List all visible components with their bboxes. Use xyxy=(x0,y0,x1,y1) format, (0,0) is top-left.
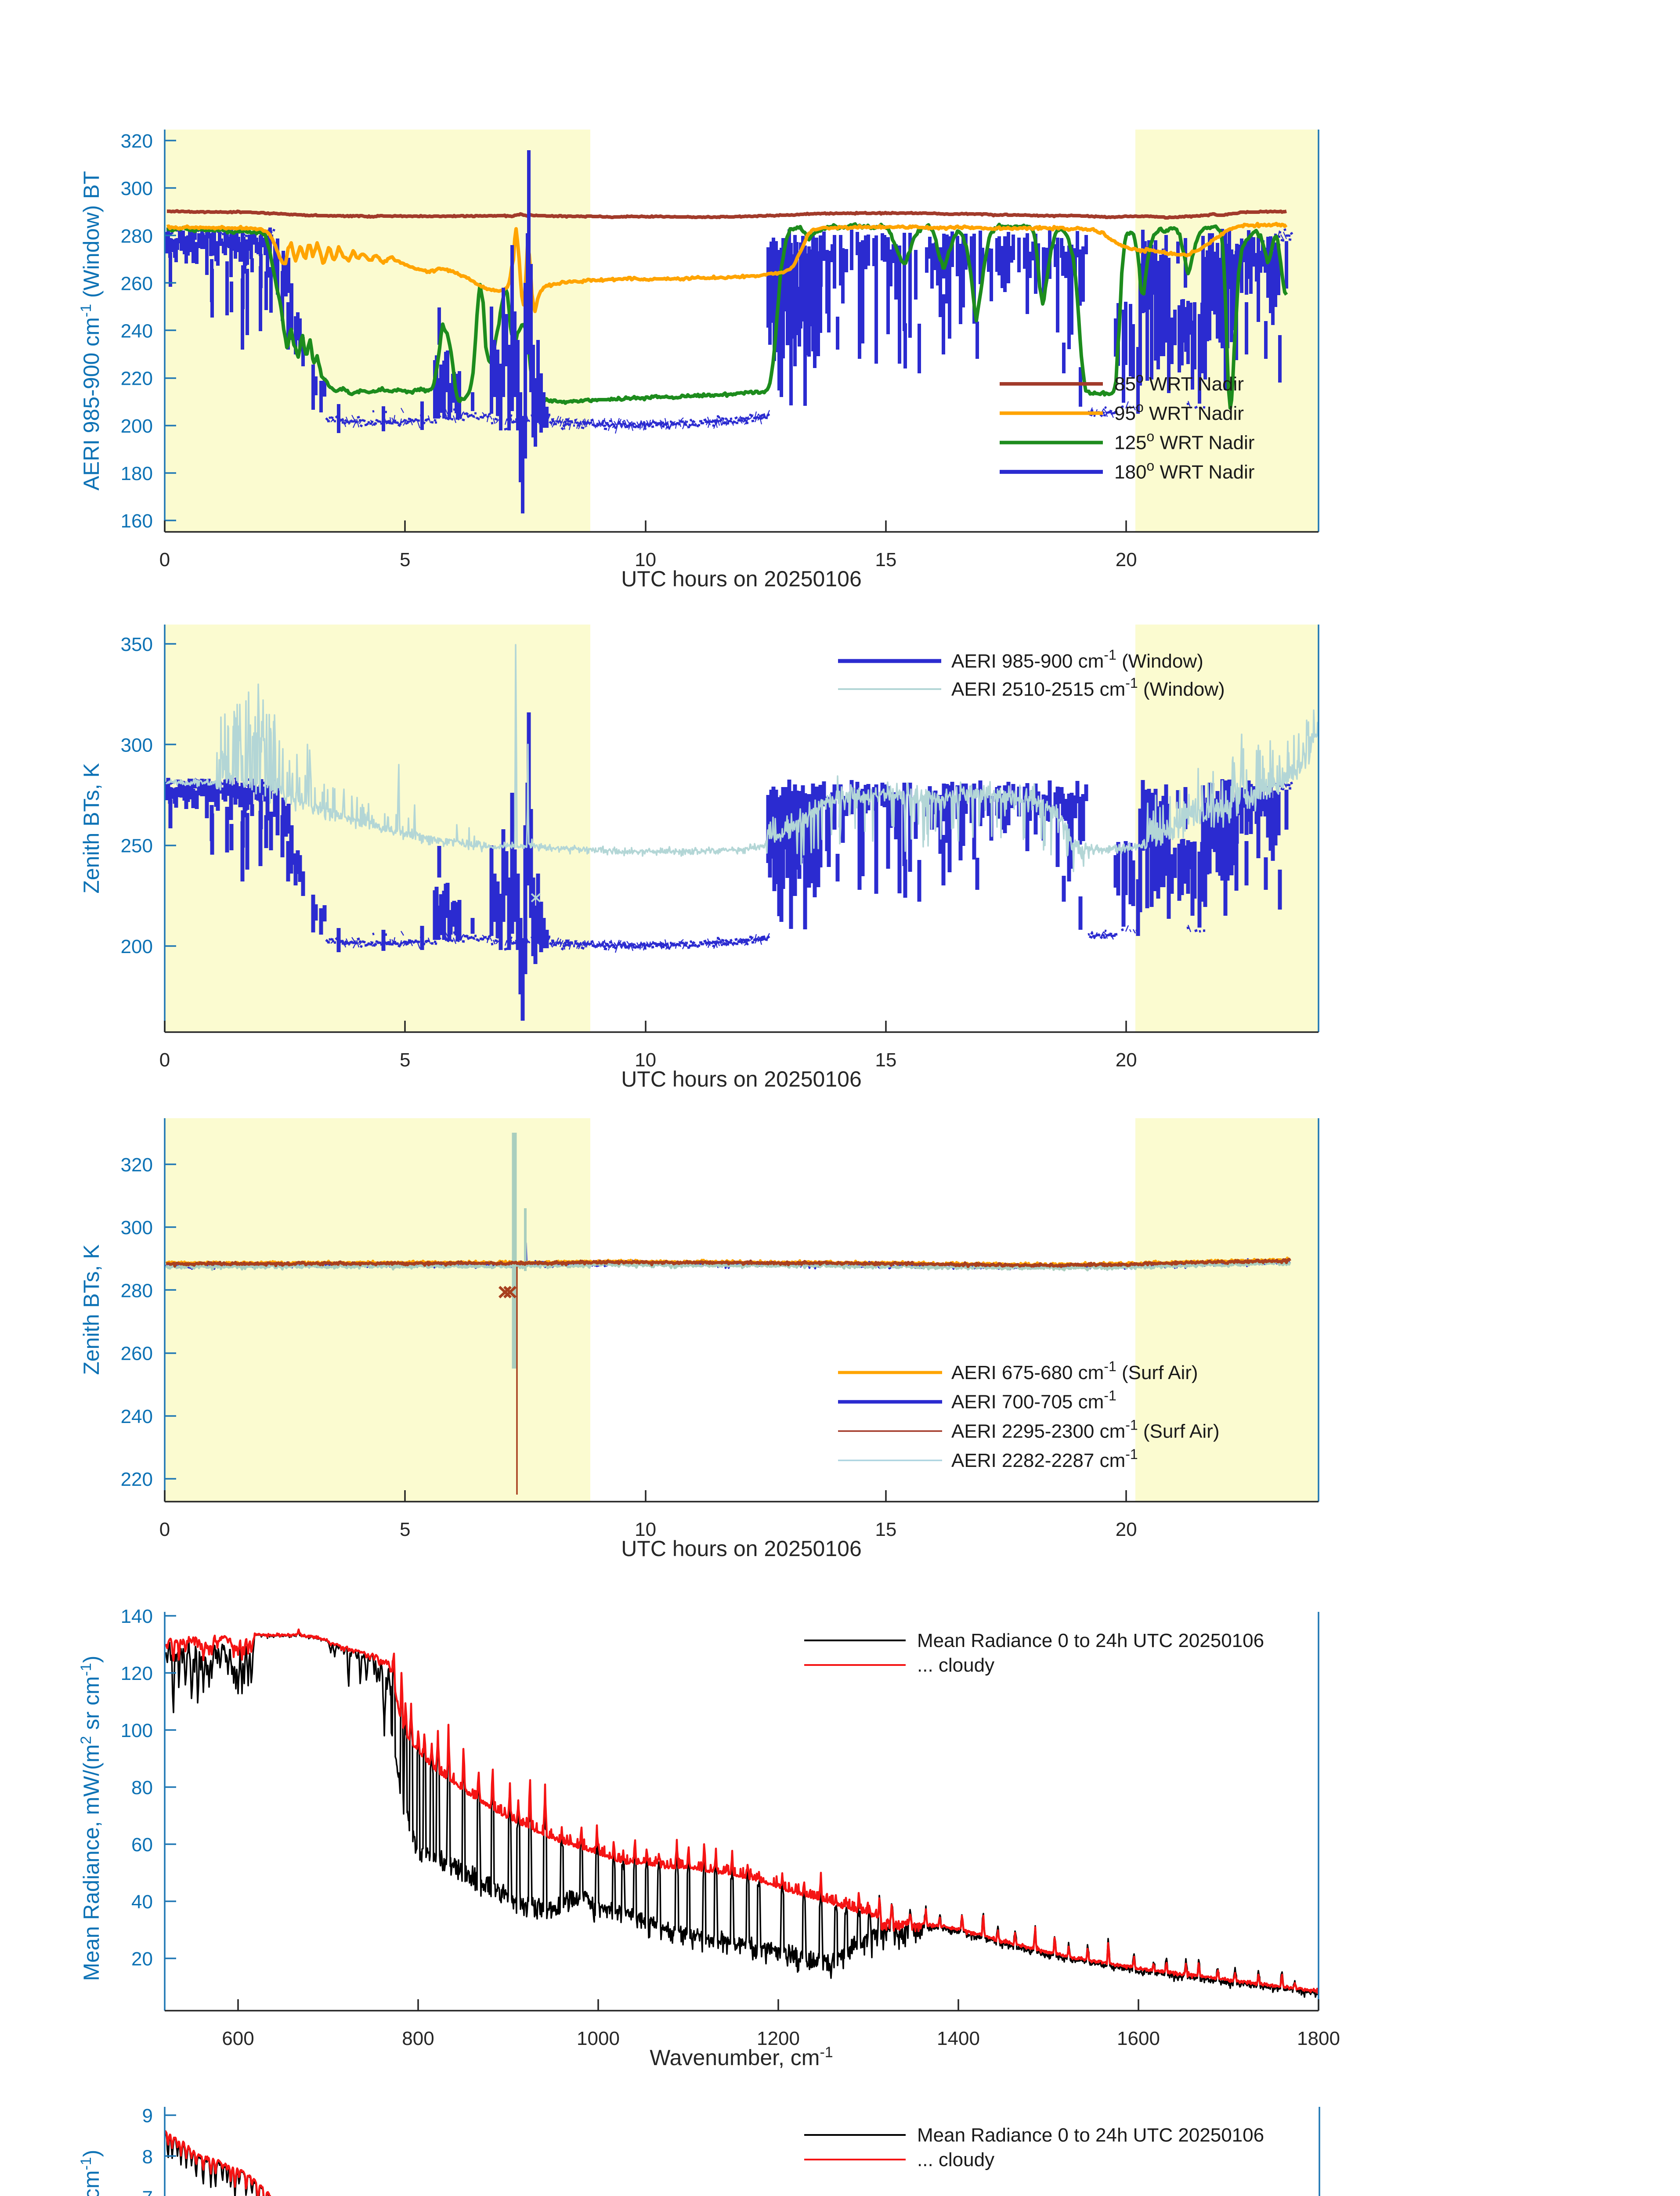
svg-text:350: 350 xyxy=(121,634,153,655)
svg-text:140: 140 xyxy=(121,1606,153,1627)
svg-text:220: 220 xyxy=(121,368,153,390)
svg-text:20: 20 xyxy=(131,1948,153,1970)
svg-text:Mean Radiance, mW/(m2 sr cm-1): Mean Radiance, mW/(m2 sr cm-1) xyxy=(78,1656,104,1981)
svg-text:UTC hours on 20250106: UTC hours on 20250106 xyxy=(621,1536,862,1561)
svg-text:300: 300 xyxy=(121,178,153,199)
svg-text:5: 5 xyxy=(400,1049,410,1071)
svg-text:280: 280 xyxy=(121,1280,153,1301)
svg-text:600: 600 xyxy=(222,2028,254,2049)
svg-text:5: 5 xyxy=(400,549,410,571)
svg-text:15: 15 xyxy=(875,1049,896,1071)
svg-text:15: 15 xyxy=(875,549,896,571)
svg-text:60: 60 xyxy=(131,1834,153,1856)
svg-text:300: 300 xyxy=(121,734,153,756)
svg-text:1400: 1400 xyxy=(937,2028,980,2049)
svg-text:0: 0 xyxy=(159,1519,170,1540)
svg-text:AERI 985-900 cm-1 (Window): AERI 985-900 cm-1 (Window) xyxy=(951,647,1203,672)
svg-text:300: 300 xyxy=(121,1217,153,1239)
svg-text:40: 40 xyxy=(131,1891,153,1913)
svg-text:Mean Radiance 0 to 24h UTC 202: Mean Radiance 0 to 24h UTC 20250106 xyxy=(917,1630,1264,1651)
svg-text:180o WRT Nadir: 180o WRT Nadir xyxy=(1114,458,1254,483)
svg-text:260: 260 xyxy=(121,1343,153,1365)
svg-text:15: 15 xyxy=(875,1519,896,1540)
svg-text:200: 200 xyxy=(121,936,153,957)
svg-text:AERI 675-680 cm-1 (Surf Air): AERI 675-680 cm-1 (Surf Air) xyxy=(951,1358,1198,1383)
svg-text:220: 220 xyxy=(121,1469,153,1490)
svg-text:1200: 1200 xyxy=(757,2028,800,2049)
svg-text:800: 800 xyxy=(402,2028,434,2049)
svg-text:... cloudy: ... cloudy xyxy=(917,2149,994,2171)
svg-text:85o WRT Nadir: 85o WRT Nadir xyxy=(1114,370,1244,395)
svg-text:5: 5 xyxy=(400,1519,410,1540)
svg-text:160: 160 xyxy=(121,510,153,532)
svg-text:320: 320 xyxy=(121,130,153,152)
svg-text:... cloudy: ... cloudy xyxy=(917,1654,994,1676)
svg-text:Zenith BTs, K: Zenith BTs, K xyxy=(79,763,104,893)
svg-text:20: 20 xyxy=(1116,1049,1137,1071)
svg-text:320: 320 xyxy=(121,1154,153,1176)
svg-text:UTC hours on 20250106: UTC hours on 20250106 xyxy=(621,1067,862,1091)
svg-text:20: 20 xyxy=(1116,1519,1137,1540)
svg-text:1600: 1600 xyxy=(1117,2028,1160,2049)
svg-text:125o WRT Nadir: 125o WRT Nadir xyxy=(1114,429,1254,454)
svg-text:95o WRT Nadir: 95o WRT Nadir xyxy=(1114,399,1244,424)
svg-text:Wavenumber, cm-1: Wavenumber, cm-1 xyxy=(650,2044,833,2070)
svg-text:0: 0 xyxy=(159,549,170,571)
svg-text:7: 7 xyxy=(142,2187,153,2196)
svg-text:8: 8 xyxy=(142,2146,153,2167)
svg-text:Mean Radiance 0 to 24h UTC 202: Mean Radiance 0 to 24h UTC 20250106 xyxy=(917,2124,1264,2146)
svg-text:180: 180 xyxy=(121,463,153,484)
svg-text:Mean Radiance, mW/(m2 sr cm-1): Mean Radiance, mW/(m2 sr cm-1) xyxy=(78,2150,104,2196)
svg-text:1000: 1000 xyxy=(577,2028,620,2049)
svg-text:260: 260 xyxy=(121,273,153,294)
svg-text:280: 280 xyxy=(121,225,153,247)
svg-text:10: 10 xyxy=(635,549,656,571)
svg-text:AERI 2510-2515 cm-1 (Window): AERI 2510-2515 cm-1 (Window) xyxy=(951,675,1225,700)
svg-text:1800: 1800 xyxy=(1297,2028,1340,2049)
svg-text:250: 250 xyxy=(121,835,153,857)
svg-text:20: 20 xyxy=(1116,549,1137,571)
svg-text:AERI 2282-2287 cm-1: AERI 2282-2287 cm-1 xyxy=(951,1446,1138,1471)
svg-text:9: 9 xyxy=(142,2105,153,2127)
svg-text:UTC hours on 20250106: UTC hours on 20250106 xyxy=(621,567,862,591)
svg-text:120: 120 xyxy=(121,1663,153,1684)
svg-text:Zenith BTs, K: Zenith BTs, K xyxy=(79,1244,104,1375)
svg-text:0: 0 xyxy=(159,1049,170,1071)
svg-text:10: 10 xyxy=(635,1049,656,1071)
svg-text:AERI 700-705 cm-1: AERI 700-705 cm-1 xyxy=(951,1388,1116,1413)
svg-text:AERI 2295-2300 cm-1 (Surf Air): AERI 2295-2300 cm-1 (Surf Air) xyxy=(951,1417,1219,1442)
svg-text:80: 80 xyxy=(131,1777,153,1799)
svg-text:240: 240 xyxy=(121,1406,153,1427)
svg-text:10: 10 xyxy=(635,1519,656,1540)
svg-text:200: 200 xyxy=(121,415,153,437)
svg-text:240: 240 xyxy=(121,321,153,342)
svg-text:AERI 985-900 cm-1 (Window) BT: AERI 985-900 cm-1 (Window) BT xyxy=(78,171,104,491)
svg-text:100: 100 xyxy=(121,1720,153,1741)
